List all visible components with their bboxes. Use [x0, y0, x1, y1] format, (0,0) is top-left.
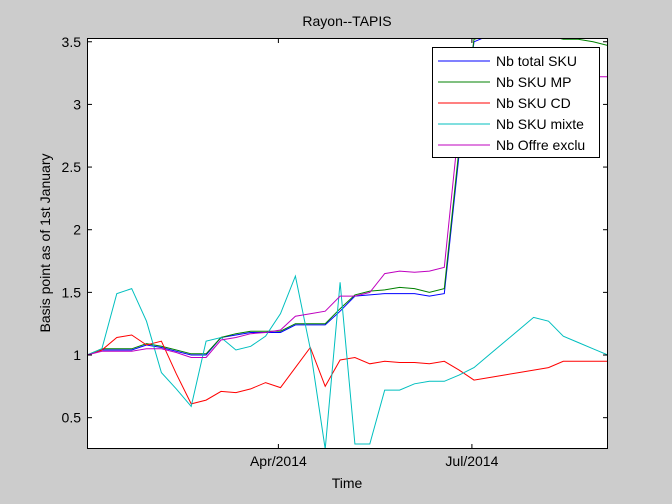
y-tick-label: 3.5	[62, 34, 82, 50]
x-axis: Apr/2014 Jul/2014	[250, 38, 499, 469]
x-axis-label: Time	[332, 475, 363, 491]
y-tick-label: 1	[73, 347, 81, 363]
legend-label-nb-sku-mixte: Nb SKU mixte	[496, 116, 584, 132]
series-line-nb-sku-mp	[87, 38, 608, 356]
y-axis: 0.5 1 1.5 2 2.5 3 3.5	[62, 34, 608, 426]
y-tick-label: 0.5	[62, 410, 82, 426]
chart-title: Rayon--TAPIS	[302, 13, 391, 29]
x-tick-label: Apr/2014	[250, 453, 307, 469]
y-tick-label: 1.5	[62, 284, 82, 300]
x-tick-label: Jul/2014	[445, 453, 498, 469]
legend-label-nb-sku-mp: Nb SKU MP	[496, 74, 571, 90]
plot-frame	[87, 38, 608, 449]
legend-label-nb-offre-exclu: Nb Offre exclu	[496, 137, 585, 153]
legend-label-nb-sku-cd: Nb SKU CD	[496, 95, 571, 111]
legend-label-nb-total-sku: Nb total SKU	[496, 53, 577, 69]
series-layer	[87, 38, 608, 449]
series-line-nb-total-sku	[87, 38, 485, 356]
series-line-nb-sku-mixte	[87, 274, 608, 449]
legend: Nb total SKU Nb SKU MP Nb SKU CD Nb SKU mix…	[432, 47, 600, 158]
y-tick-label: 2.5	[62, 159, 82, 175]
y-tick-label: 2	[73, 222, 81, 238]
y-tick-label: 3	[73, 96, 81, 112]
y-axis-label: Basis point as of 1st January	[37, 154, 53, 333]
